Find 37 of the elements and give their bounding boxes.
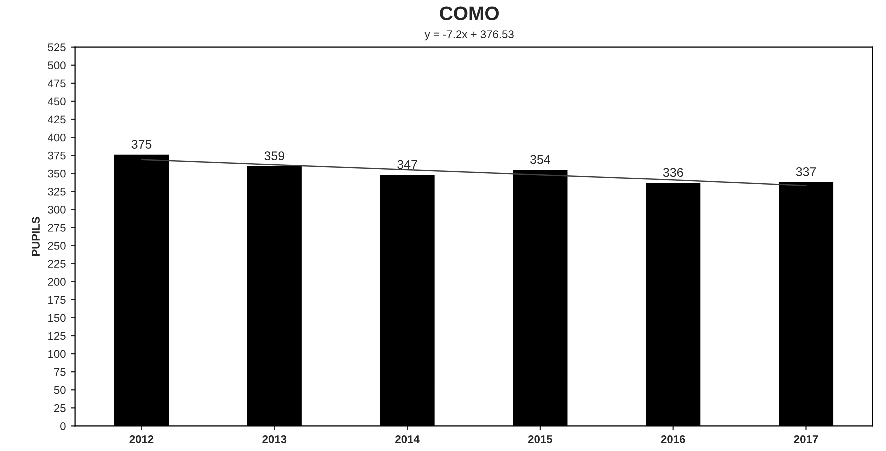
y-tick-label: 0 <box>60 422 66 430</box>
y-tick-label: 500 <box>48 62 66 70</box>
data-label: 359 <box>264 152 284 161</box>
y-tick-label: 375 <box>48 152 66 160</box>
chart-subtitle: y = -7.2x + 376.53 <box>424 30 514 41</box>
data-label: 347 <box>398 160 418 170</box>
y-tick-label: 450 <box>48 98 66 106</box>
y-tick-label: 50 <box>54 386 66 394</box>
x-tick-label: 2015 <box>528 436 553 444</box>
y-axis-title: PUPILS <box>32 217 40 256</box>
x-tick-label: 2013 <box>262 436 287 444</box>
y-tick-label: 475 <box>48 80 66 88</box>
y-tick-label: 425 <box>48 116 66 124</box>
y-tick-label: 200 <box>48 278 66 286</box>
y-tick-label: 400 <box>48 134 66 142</box>
data-label: 337 <box>796 168 816 176</box>
y-tick-label: 300 <box>48 206 66 214</box>
y-tick-label: 25 <box>54 404 66 412</box>
y-tick-label: 525 <box>48 44 66 52</box>
y-tick-label: 100 <box>48 350 66 358</box>
data-label: 354 <box>530 155 551 164</box>
y-tick-label: 275 <box>48 224 66 232</box>
x-tick-label: 2017 <box>794 436 818 444</box>
chart-title: COMO <box>440 6 500 20</box>
y-tick-label: 75 <box>54 368 66 376</box>
y-tick-label: 250 <box>48 242 66 250</box>
y-tick-label: 325 <box>48 188 66 196</box>
y-tick-label: 175 <box>48 296 66 304</box>
x-tick-label: 2016 <box>661 436 686 444</box>
x-tick-label: 2012 <box>130 436 154 444</box>
data-label: 336 <box>663 168 684 178</box>
y-tick-label: 125 <box>48 332 66 340</box>
y-tick-label: 150 <box>48 314 66 322</box>
x-tick-label: 2014 <box>396 436 420 444</box>
data-label: 375 <box>132 140 152 149</box>
y-tick-label: 350 <box>48 170 66 178</box>
y-tick-label: 225 <box>48 260 66 268</box>
